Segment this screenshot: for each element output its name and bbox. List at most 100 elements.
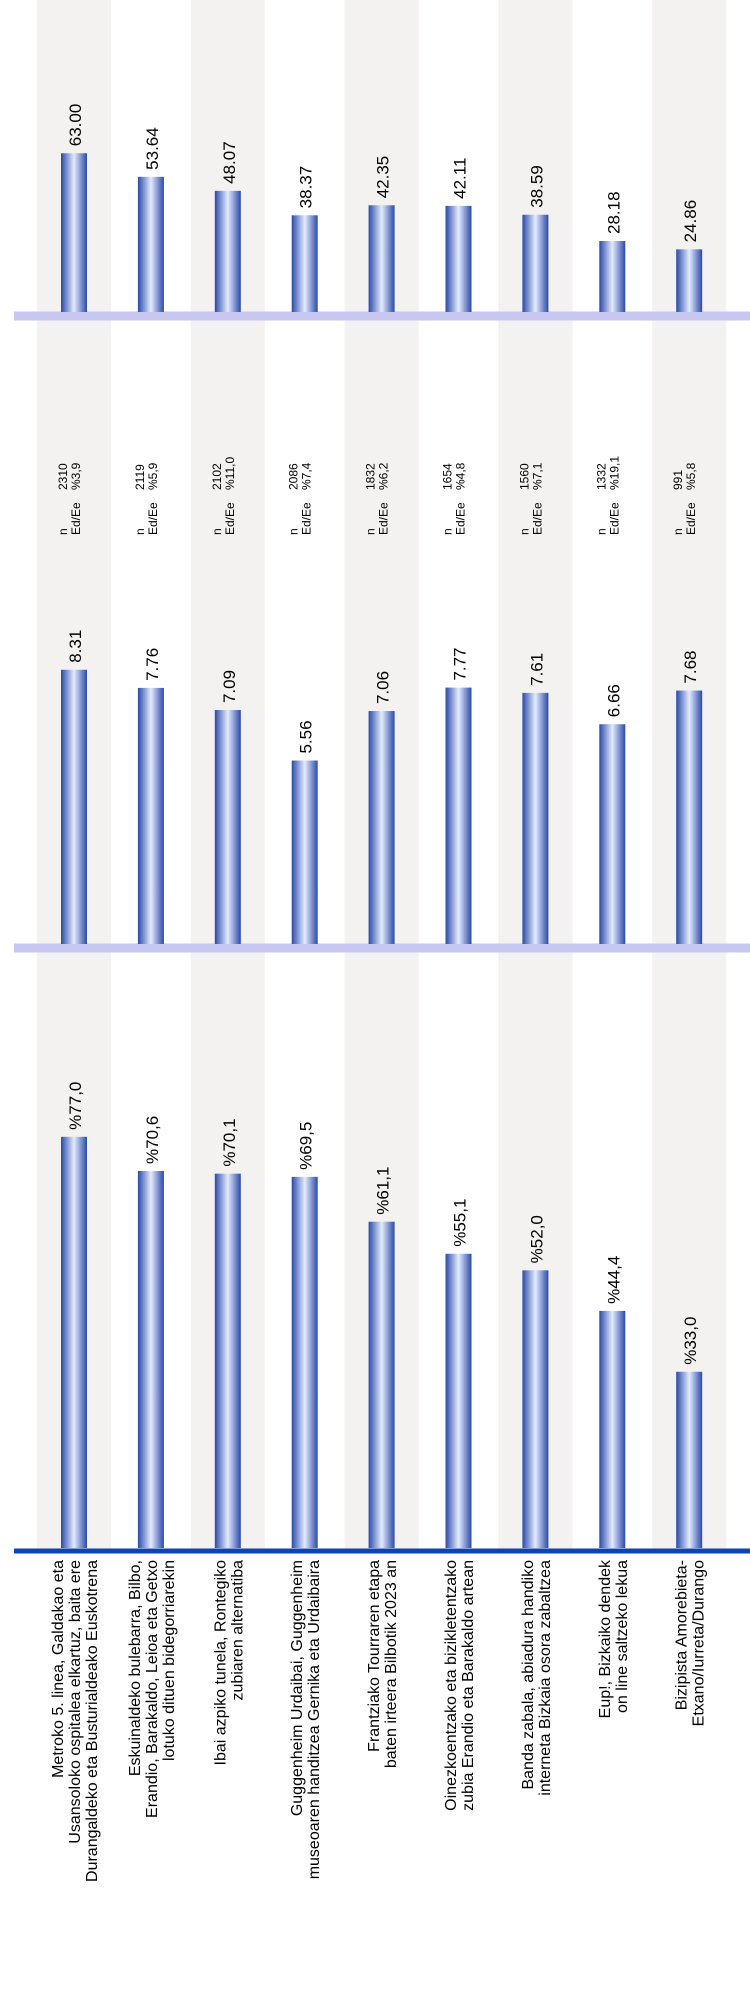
category-label: Erandio, Barakaldo, Leioa eta Getxo <box>144 1560 161 1818</box>
stat-n-value: 1654 <box>441 463 455 490</box>
score-bar <box>676 690 703 944</box>
index-value-label: 38.37 <box>297 166 316 209</box>
index-bar <box>214 190 241 312</box>
stat-n-label: n <box>133 528 147 535</box>
stat-n-value: 991 <box>671 470 685 490</box>
percent-bar <box>522 1270 549 1548</box>
percent-value-label: %77,0 <box>66 1082 85 1130</box>
stat-n-label: n <box>441 528 455 535</box>
percent-value-label: %69,5 <box>297 1122 316 1170</box>
stat-err-label: Ed/Ee <box>530 502 544 535</box>
category-label: zubiaren alternatiba <box>229 1560 246 1701</box>
category-label: Etxano/Iurreta/Durango <box>691 1560 708 1726</box>
index-bar <box>61 153 87 312</box>
stat-n-value: 2119 <box>133 464 147 490</box>
score-bar <box>214 710 241 944</box>
category-label: on line saltzeko lekua <box>614 1560 631 1713</box>
stat-n-value: 2310 <box>56 463 70 490</box>
score-bar <box>599 724 626 944</box>
category-label: Banda zabala, abiadura handiko <box>520 1560 537 1790</box>
percent-value-label: %44,4 <box>604 1256 623 1304</box>
percent-value-label: %70,1 <box>220 1118 239 1166</box>
index-bar <box>676 249 703 312</box>
index-bar <box>137 176 164 312</box>
stat-err-label: Ed/Ee <box>69 502 83 535</box>
stat-err-value: %19,1 <box>607 456 621 490</box>
category-label: lotuko dituen bidegorriarekin <box>161 1560 178 1761</box>
index-bar <box>445 205 472 312</box>
category-label: Guggenheim Urdaibai, Guggenheim <box>289 1560 306 1816</box>
index-value-label: 28.18 <box>604 191 623 234</box>
score-value-label: 7.61 <box>527 653 546 686</box>
score-value-label: 7.09 <box>220 670 239 703</box>
index-value-label: 38.59 <box>527 165 546 208</box>
stat-err-label: Ed/Ee <box>607 502 621 535</box>
percent-value-label: %55,1 <box>451 1199 470 1247</box>
score-value-label: 6.66 <box>604 684 623 717</box>
marks: %77,0 %70,6 %70,1 %69,5 %61,1 %55,1 %52,0 %44,4… <box>50 104 708 1882</box>
stat-err-value: %3,9 <box>69 462 83 490</box>
index-value-label: 63.00 <box>66 104 85 147</box>
stat-n-value: 2102 <box>210 463 224 490</box>
stat-err-value: %7,4 <box>300 462 314 490</box>
index-value-label: 42.35 <box>374 156 393 199</box>
stat-err-label: Ed/Ee <box>454 502 468 535</box>
percent-bar <box>676 1371 703 1548</box>
index-bar <box>291 215 318 312</box>
category-label: Frantziako Tourraren etapa <box>366 1560 383 1752</box>
percent-bar <box>599 1310 626 1548</box>
stat-n-label: n <box>364 528 378 535</box>
index-bar <box>522 214 549 312</box>
category-label: Oinezkoentzako eta bizikletentzako <box>443 1560 460 1811</box>
stat-err-label: Ed/Ee <box>300 502 314 535</box>
score-bar <box>445 687 472 944</box>
percent-bar <box>291 1176 318 1548</box>
axes <box>14 311 750 1554</box>
category-label: Eskuinaldeko bulebarra, Bilbo, <box>127 1560 144 1776</box>
stat-n-label: n <box>517 528 531 535</box>
category-label: zubia Erandio eta Barakaldo artean <box>460 1560 477 1811</box>
stat-n-value: 2086 <box>287 463 301 490</box>
percent-bar <box>137 1170 164 1548</box>
category-label: museoaren handitzea Gernika eta Urdaibai… <box>306 1560 323 1879</box>
score-value-label: 7.77 <box>451 647 470 680</box>
stat-err-label: Ed/Ee <box>146 502 160 535</box>
index-value-label: 48.07 <box>220 141 239 184</box>
score-bar <box>522 692 549 944</box>
stat-n-label: n <box>671 528 685 535</box>
stat-err-value: %6,2 <box>377 462 391 490</box>
index-value-label: 24.86 <box>681 200 700 243</box>
percent-bar <box>61 1136 87 1548</box>
category-label: Eup!, Bizkaiko dendek <box>597 1559 614 1718</box>
stat-err-value: %11,0 <box>223 457 237 490</box>
stat-n-label: n <box>56 528 70 535</box>
stat-err-label: Ed/Ee <box>684 502 698 535</box>
stat-err-label: Ed/Ee <box>223 502 237 535</box>
category-label: Metroko 5. linea, Galdakao eta <box>50 1560 67 1778</box>
stat-n-label: n <box>287 528 301 535</box>
stat-n-value: 1560 <box>517 463 531 490</box>
category-label: Durangaldeko eta Busturialdeako Euskotre… <box>84 1560 101 1882</box>
score-bar <box>61 669 87 944</box>
stat-err-value: %5,9 <box>146 462 160 490</box>
score-value-label: 7.76 <box>143 648 162 681</box>
percent-value-label: %52,0 <box>527 1215 546 1263</box>
index-bar <box>599 240 626 312</box>
score-value-label: 7.68 <box>681 650 700 683</box>
score-value-label: 8.31 <box>66 630 85 663</box>
category-label: Bizipista Amorebieta- <box>674 1560 691 1710</box>
stat-n-value: 1332 <box>594 463 608 490</box>
index-bar <box>368 205 395 312</box>
stat-n-label: n <box>594 528 608 535</box>
percent-value-label: %33,0 <box>681 1317 700 1365</box>
score-value-label: 7.06 <box>374 671 393 704</box>
score-bar <box>137 687 164 944</box>
score-bar <box>291 760 318 944</box>
category-label: baten irteera Bilbotik 2023 an <box>383 1560 400 1768</box>
stat-err-value: %4,8 <box>454 462 468 490</box>
index-value-label: 42.11 <box>451 158 470 199</box>
percent-bar <box>445 1253 472 1548</box>
category-label: Ibai azpiko tunela, Rontegiko <box>212 1560 229 1766</box>
index-value-label: 53.64 <box>143 127 162 170</box>
